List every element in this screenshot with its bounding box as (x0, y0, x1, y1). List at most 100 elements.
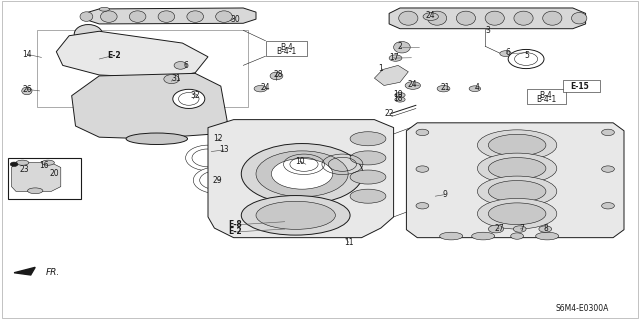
Ellipse shape (350, 189, 386, 203)
Text: 23: 23 (19, 165, 29, 174)
Ellipse shape (416, 203, 429, 209)
Ellipse shape (395, 93, 405, 98)
Ellipse shape (350, 151, 386, 165)
Bar (37, 30, 248, 107)
Ellipse shape (216, 11, 232, 22)
Ellipse shape (513, 226, 526, 232)
Text: B-4-1: B-4-1 (536, 95, 556, 104)
Ellipse shape (350, 170, 386, 184)
Ellipse shape (174, 62, 187, 69)
Ellipse shape (602, 203, 614, 209)
Ellipse shape (477, 198, 557, 229)
Ellipse shape (256, 201, 335, 229)
Text: 2: 2 (397, 42, 403, 51)
Ellipse shape (472, 232, 495, 240)
Ellipse shape (543, 11, 562, 25)
Text: 28: 28 (274, 70, 283, 79)
Text: 21: 21 (440, 83, 449, 92)
Text: B-4-1: B-4-1 (276, 47, 297, 56)
Text: 12: 12 (213, 134, 222, 143)
Text: 32: 32 (190, 91, 200, 100)
Ellipse shape (488, 203, 546, 225)
Ellipse shape (80, 12, 93, 21)
Ellipse shape (536, 232, 559, 240)
Ellipse shape (16, 160, 29, 165)
Polygon shape (14, 267, 35, 275)
Ellipse shape (192, 149, 224, 167)
Ellipse shape (514, 11, 533, 25)
Ellipse shape (187, 11, 204, 22)
Text: 8: 8 (543, 224, 548, 233)
Text: 30: 30 (230, 15, 241, 24)
Text: B-4: B-4 (540, 91, 552, 100)
Ellipse shape (271, 159, 333, 189)
Ellipse shape (241, 144, 363, 204)
Ellipse shape (28, 188, 43, 194)
Ellipse shape (456, 11, 476, 25)
Text: 24: 24 (408, 80, 418, 89)
Ellipse shape (515, 53, 538, 65)
Text: 24: 24 (260, 83, 271, 92)
Bar (527, 89, 566, 104)
Text: 10: 10 (294, 157, 305, 166)
Ellipse shape (399, 11, 418, 25)
Polygon shape (56, 31, 208, 78)
Ellipse shape (389, 55, 402, 61)
Ellipse shape (477, 130, 557, 160)
Ellipse shape (488, 225, 504, 233)
Ellipse shape (186, 145, 230, 171)
Ellipse shape (394, 41, 410, 53)
Ellipse shape (477, 153, 557, 184)
Ellipse shape (99, 7, 109, 11)
Text: 13: 13 (219, 145, 229, 154)
Ellipse shape (488, 158, 546, 179)
Ellipse shape (254, 85, 267, 92)
Text: S6M4-E0300A: S6M4-E0300A (556, 304, 609, 313)
Text: 14: 14 (22, 50, 32, 59)
Ellipse shape (488, 181, 546, 202)
Ellipse shape (164, 75, 179, 84)
Text: 11: 11 (344, 238, 353, 247)
Text: 7: 7 (519, 224, 524, 233)
Text: 6: 6 (183, 61, 188, 70)
Ellipse shape (241, 196, 350, 235)
Text: 26: 26 (22, 85, 32, 94)
Text: 27: 27 (494, 224, 504, 233)
Text: E-8: E-8 (228, 220, 243, 229)
Ellipse shape (500, 51, 511, 56)
Text: 22: 22 (385, 109, 394, 118)
Text: 31: 31 (171, 74, 181, 83)
Text: E-2: E-2 (107, 51, 121, 60)
Ellipse shape (437, 85, 450, 92)
Ellipse shape (22, 87, 32, 95)
Ellipse shape (511, 233, 524, 239)
Polygon shape (86, 8, 256, 24)
Ellipse shape (416, 166, 429, 172)
Ellipse shape (508, 49, 544, 69)
Text: 24: 24 (426, 11, 436, 20)
Ellipse shape (173, 89, 205, 108)
Text: 3: 3 (486, 26, 491, 35)
Ellipse shape (428, 11, 447, 25)
Ellipse shape (200, 171, 236, 190)
Ellipse shape (350, 132, 386, 146)
Ellipse shape (74, 25, 102, 44)
Text: 6: 6 (505, 48, 510, 57)
Ellipse shape (395, 97, 405, 102)
Text: 5: 5 (524, 51, 529, 60)
Text: 17: 17 (388, 53, 399, 62)
Text: E-2: E-2 (228, 227, 243, 236)
Text: 29: 29 (212, 176, 223, 185)
Text: 1: 1 (378, 64, 383, 73)
Ellipse shape (129, 11, 146, 22)
Text: FR.: FR. (45, 268, 60, 277)
Text: 20: 20 (49, 169, 60, 178)
Ellipse shape (416, 129, 429, 136)
Ellipse shape (256, 151, 348, 197)
Text: B-4: B-4 (280, 43, 293, 52)
Ellipse shape (193, 167, 242, 194)
Text: 4: 4 (474, 83, 479, 92)
Text: E-15: E-15 (570, 82, 589, 91)
Ellipse shape (100, 11, 117, 22)
Polygon shape (12, 163, 61, 191)
